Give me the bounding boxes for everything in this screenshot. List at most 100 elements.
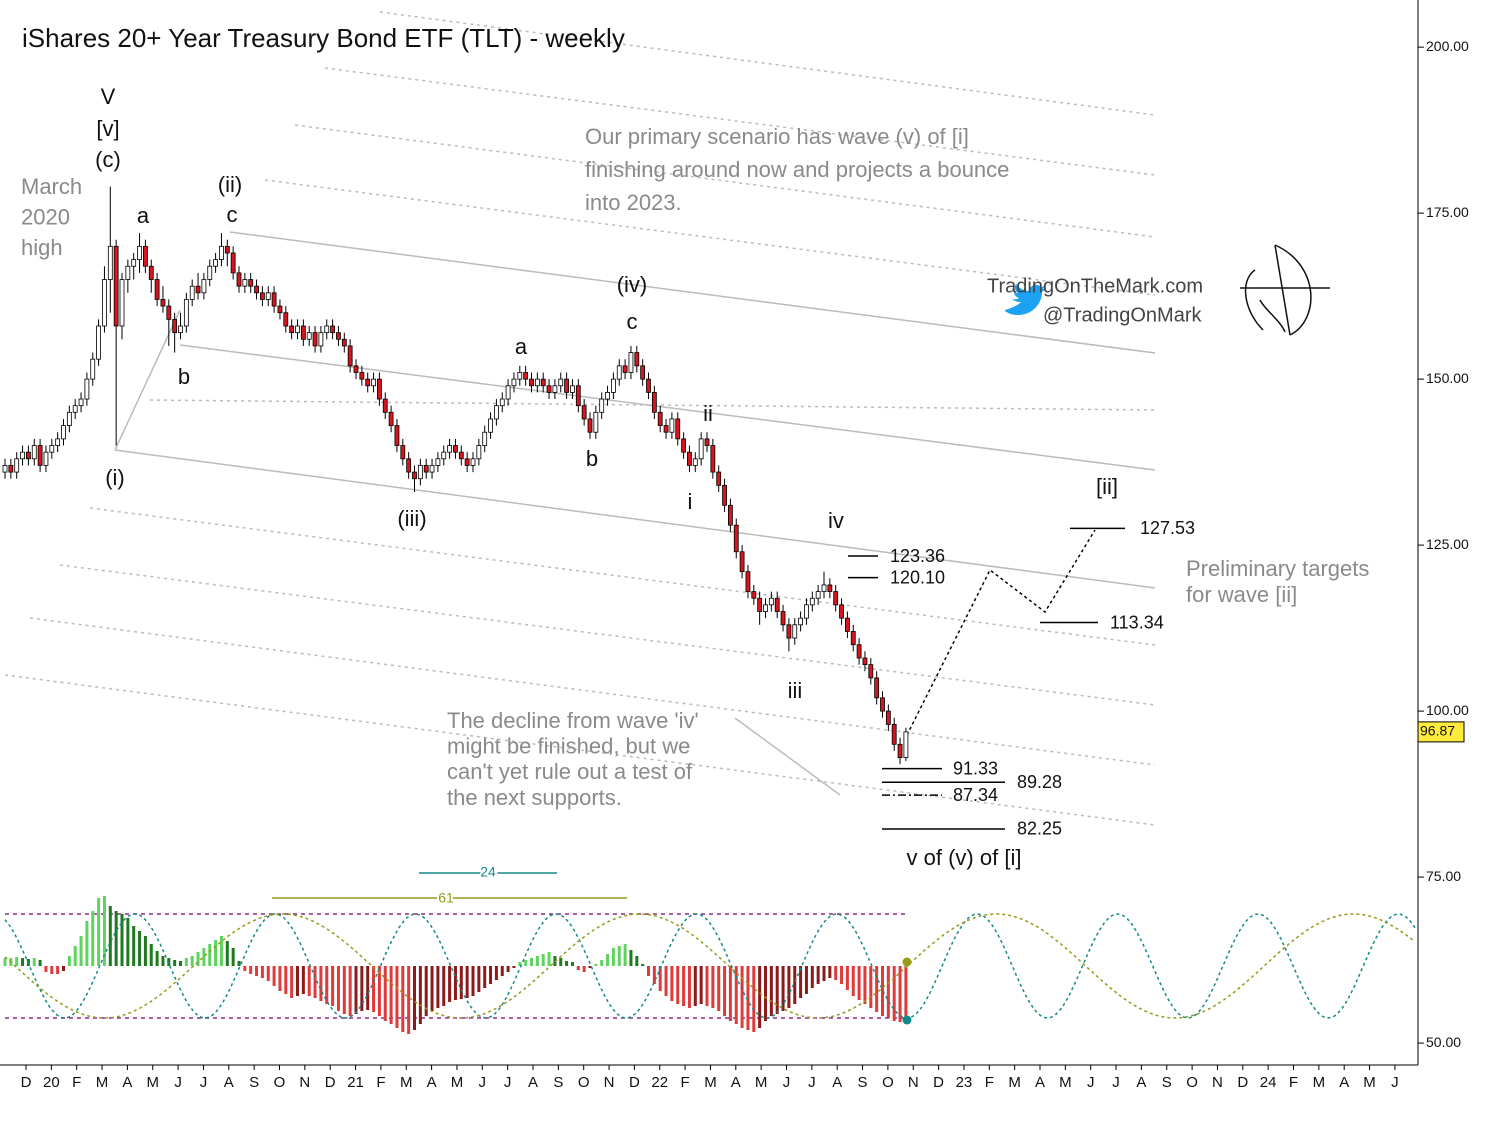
channel-lines [4, 11, 1156, 826]
candle-body [72, 405, 78, 413]
x-tick-label: M [451, 1074, 464, 1091]
candle-body [14, 458, 20, 473]
candle-body [195, 285, 201, 294]
candle-body [558, 378, 564, 387]
candle-body [318, 332, 324, 347]
candle-body [640, 365, 646, 380]
candle-body [687, 451, 692, 466]
histogram-bar [500, 966, 504, 976]
histogram-bar [442, 966, 446, 1006]
histogram-bar [775, 966, 779, 1014]
candle-body [353, 365, 359, 373]
histogram-bar [781, 966, 785, 1011]
candle-body [763, 604, 768, 612]
y-tick-label: 200.00 [1426, 38, 1469, 54]
histogram-bar [506, 966, 510, 972]
candle-body [885, 710, 891, 725]
histogram-bar [576, 966, 580, 970]
histogram-bar [266, 966, 270, 981]
cycle-dot [902, 957, 912, 967]
x-tick-label: O [274, 1074, 286, 1091]
x-tick-label: 21 [347, 1074, 364, 1091]
candle-body [365, 378, 371, 387]
histogram-bar [524, 960, 528, 966]
level-label: 120.10 [890, 567, 945, 587]
histogram-bar [138, 931, 142, 966]
histogram-bar [430, 966, 434, 1011]
histogram-bar [734, 966, 738, 1024]
histogram-bar [260, 966, 264, 978]
histogram-bar [413, 966, 416, 1030]
histogram-bar [377, 966, 381, 1016]
histogram-bar [845, 966, 849, 990]
x-tick-label: O [578, 1074, 590, 1091]
histogram-bar [687, 966, 691, 1008]
level-label: 82.25 [1017, 819, 1062, 839]
note: finishing around now and projects a boun… [585, 157, 1009, 182]
histogram-bar [804, 966, 808, 994]
candle-body [207, 265, 213, 280]
candle-body [458, 451, 464, 460]
histogram-bar [652, 966, 656, 984]
candle-body [564, 378, 569, 393]
candle-body [493, 405, 499, 420]
candle-body [382, 398, 388, 413]
histogram-bar [143, 936, 147, 966]
histogram-bar [62, 966, 65, 971]
histogram-bar [325, 966, 329, 1004]
candle-body [733, 524, 739, 553]
x-tick-label: M [96, 1074, 109, 1091]
histogram-bar [670, 966, 674, 1001]
histogram-bar [711, 966, 715, 1008]
y-tick-label: 175.00 [1426, 204, 1469, 220]
histogram-bar [881, 966, 884, 1016]
candle-body [628, 352, 634, 373]
level-label: 87.34 [953, 785, 998, 805]
histogram-bar [898, 966, 902, 1022]
candle-body [663, 425, 669, 433]
level-label: 127.53 [1140, 518, 1195, 538]
candle-body [546, 385, 552, 393]
histogram-bar [179, 961, 182, 966]
wave-label: ii [703, 401, 713, 426]
x-tick-label: J [1391, 1074, 1399, 1091]
histogram-bar [723, 966, 727, 1016]
candle-body [798, 617, 803, 626]
candle-body [90, 358, 96, 380]
x-tick-label: A [1035, 1074, 1045, 1091]
histogram-bar [494, 966, 498, 980]
histogram-bar [331, 966, 335, 1006]
candle-body [534, 378, 540, 387]
candle-body [119, 279, 125, 327]
x-tick-label: A [832, 1074, 842, 1091]
histogram-bar [886, 966, 890, 1018]
histogram-bar [489, 966, 493, 984]
histogram-bar [471, 966, 475, 996]
histogram-bar [530, 958, 533, 966]
wave-label: i [688, 489, 693, 514]
twitter-icon [1005, 284, 1046, 315]
histogram-bar [787, 966, 791, 1008]
histogram-bar [290, 966, 294, 998]
candle-body [517, 372, 523, 380]
x-tick-label: N [908, 1074, 919, 1091]
candle-body [809, 597, 815, 606]
histogram-bar [196, 952, 200, 966]
candle-body [815, 591, 821, 599]
candle-body [827, 584, 833, 592]
candle-body [704, 438, 710, 446]
wave-label: b [178, 364, 190, 389]
x-tick-label: 20 [43, 1074, 60, 1091]
projection [906, 529, 1096, 736]
histogram-bar [600, 960, 604, 966]
histogram-bar [214, 940, 218, 966]
wave-label: c [227, 202, 238, 227]
x-tick-label: N [299, 1074, 310, 1091]
histogram-bar [436, 966, 440, 1008]
candle-body [84, 378, 90, 400]
histogram-bar [348, 966, 352, 1016]
histogram-bar [85, 921, 89, 966]
candle-body [359, 372, 365, 380]
candle-body [376, 378, 382, 400]
candle-body [856, 644, 862, 659]
